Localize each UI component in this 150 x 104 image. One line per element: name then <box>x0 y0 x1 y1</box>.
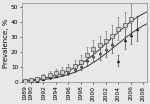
Y-axis label: Prevalence, %: Prevalence, % <box>3 18 9 68</box>
